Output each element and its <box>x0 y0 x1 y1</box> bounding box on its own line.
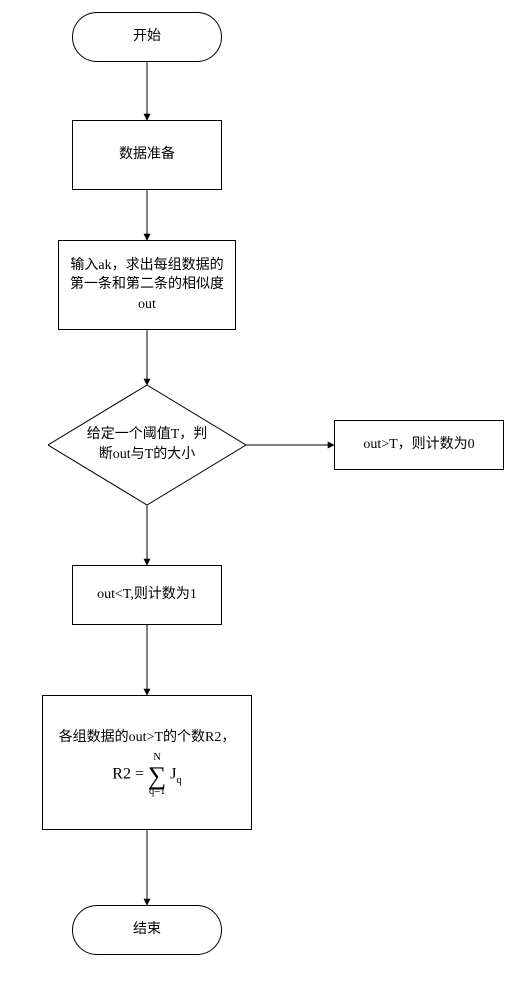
compute-node: 输入ak，求出每组数据的第一条和第二条的相似度out <box>58 240 236 330</box>
start-label: 开始 <box>133 27 161 47</box>
prep-node: 数据准备 <box>72 120 222 190</box>
end-label: 结束 <box>133 920 161 940</box>
end-node: 结束 <box>72 905 222 955</box>
gt-label: out>T，则计数为0 <box>363 435 474 455</box>
sum-formula: R2 = N ∑ q=1 Jq <box>112 753 181 797</box>
start-node: 开始 <box>72 12 222 62</box>
sum-prefix: 各组数据的out>T的个数R2， <box>59 728 236 748</box>
formula-eq: = <box>135 766 148 783</box>
formula-lhs: R2 <box>112 766 131 783</box>
sum-var: q <box>149 786 154 797</box>
sigma-icon: N ∑ q=1 <box>148 753 166 797</box>
decision-label: 给定一个阈值T，判断out与T的大小 <box>84 425 211 464</box>
formula-term-sub: q <box>176 775 181 786</box>
lt-label: out<T,则计数为1 <box>97 585 197 605</box>
lt-node: out<T,则计数为1 <box>72 565 222 625</box>
prep-label: 数据准备 <box>119 145 175 165</box>
compute-label: 输入ak，求出每组数据的第一条和第二条的相似度out <box>69 256 225 315</box>
sum-node: 各组数据的out>T的个数R2， R2 = N ∑ q=1 Jq <box>42 695 252 830</box>
sum-from: 1 <box>160 786 165 797</box>
decision-node: 给定一个阈值T，判断out与T的大小 <box>48 385 246 505</box>
gt-node: out>T，则计数为0 <box>334 420 504 470</box>
